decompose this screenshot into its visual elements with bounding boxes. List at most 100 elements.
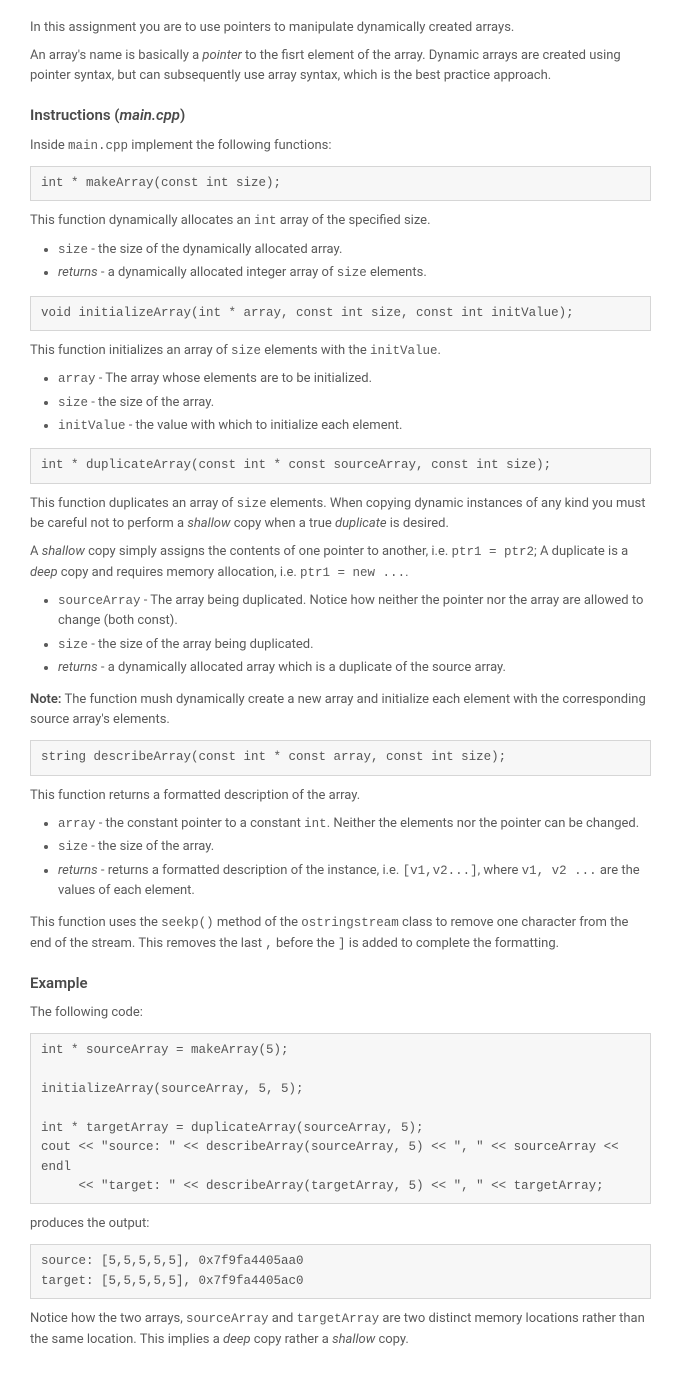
text: This function duplicates an array of	[30, 496, 237, 511]
example-code: int * sourceArray = makeArray(5); initia…	[30, 1033, 651, 1204]
text: shallow	[42, 544, 85, 559]
list-item: array - the constant pointer to a consta…	[58, 814, 651, 834]
fn-describeArray-params: array - the constant pointer to a consta…	[30, 814, 651, 901]
fn-makeArray-params: size - the size of the dynamically alloc…	[30, 240, 651, 284]
code-snippet: ]	[338, 937, 346, 951]
text: )	[180, 106, 185, 124]
param-code: size	[58, 243, 88, 257]
text: array of the specified size.	[277, 213, 431, 228]
fn-makeArray-desc: This function dynamically allocates an i…	[30, 211, 651, 231]
note-label: Note:	[30, 692, 61, 707]
text: elements.	[367, 265, 427, 280]
fn-initializeArray-sig: void initializeArray(int * array, const …	[30, 296, 651, 331]
param-code: size	[231, 344, 261, 358]
param-code: size	[58, 396, 88, 410]
inside-text: Inside main.cpp implement the following …	[30, 136, 651, 156]
example-notice: Notice how the two arrays, sourceArray a…	[30, 1309, 651, 1350]
code-snippet: seekp()	[161, 916, 214, 930]
filename: main.cpp	[120, 106, 180, 124]
fn-duplicateArray-note: Note: The function mush dynamically crea…	[30, 690, 651, 730]
param-code: array	[58, 817, 96, 831]
text: - the size of the array being duplicated…	[88, 637, 314, 652]
filename-code: main.cpp	[68, 139, 128, 153]
text: copy.	[375, 1332, 409, 1347]
text: This function uses the	[30, 915, 161, 930]
text: This function initializes an array of	[30, 343, 231, 358]
text: pointer	[202, 48, 241, 63]
list-item: size - the size of the array being dupli…	[58, 635, 651, 655]
fn-describeArray-desc: This function returns a formatted descri…	[30, 786, 651, 806]
list-item: array - The array whose elements are to …	[58, 369, 651, 389]
list-item: size - the size of the array.	[58, 393, 651, 413]
code-snippet: ostringstream	[301, 916, 399, 930]
text: - the size of the dynamically allocated …	[88, 242, 342, 257]
param-code: initValue	[58, 419, 126, 433]
text: copy when a true	[230, 516, 335, 531]
text: - the value with which to initialize eac…	[126, 418, 403, 433]
returns-label: returns	[58, 265, 98, 280]
var-code: targetArray	[297, 1312, 380, 1326]
instructions-heading: Instructions (main.cpp)	[30, 104, 651, 127]
text: - a dynamically allocated array which is…	[98, 660, 506, 675]
text: shallow	[187, 516, 230, 531]
text: A	[30, 544, 42, 559]
text: - The array being duplicated. Notice how…	[58, 593, 643, 628]
text: - returns a formatted description of the…	[98, 863, 403, 878]
text: Inside	[30, 138, 68, 153]
text: is desired.	[387, 516, 449, 531]
text: deep	[30, 565, 58, 580]
text: copy rather a	[251, 1332, 333, 1347]
example-lead: The following code:	[30, 1003, 651, 1023]
param-code: size	[58, 638, 88, 652]
list-item: returns - a dynamically allocated intege…	[58, 263, 651, 283]
fn-duplicateArray-params: sourceArray - The array being duplicated…	[30, 591, 651, 678]
text: deep	[223, 1332, 251, 1347]
fn-describeArray-sig: string describeArray(const int * const a…	[30, 740, 651, 775]
assignment-document: In this assignment you are to use pointe…	[0, 0, 681, 1378]
param-code: size	[58, 840, 88, 854]
text: .	[437, 343, 440, 358]
code-snippet: ptr1 = ptr2	[451, 545, 534, 559]
text: . Neither the elements nor the pointer c…	[327, 816, 640, 831]
text: - the constant pointer to a constant	[96, 816, 305, 831]
text: duplicate	[335, 516, 387, 531]
param-code: initValue	[370, 344, 438, 358]
param-code: sourceArray	[58, 594, 141, 608]
text: method of the	[214, 915, 302, 930]
text: - the size of the array.	[88, 395, 214, 410]
text: .	[405, 565, 408, 580]
text: An array's name is basically a	[30, 48, 202, 63]
text: The function mush dynamically create a n…	[30, 692, 646, 727]
text: - The array whose elements are to be ini…	[96, 371, 373, 386]
fn-describeArray-uses: This function uses the seekp() method of…	[30, 913, 651, 954]
code-snippet: v1, v2 ...	[522, 864, 597, 878]
text: is added to complete the formatting.	[346, 936, 560, 951]
list-item: initValue - the value with which to init…	[58, 416, 651, 436]
text: This function dynamically allocates an	[30, 213, 254, 228]
code-snippet: ptr1 = new ...	[300, 566, 405, 580]
text: ; A duplicate is a	[534, 544, 628, 559]
text: - the size of the array.	[88, 839, 214, 854]
fn-initializeArray-desc: This function initializes an array of si…	[30, 341, 651, 361]
code-snippet: ,	[265, 937, 273, 951]
param-code: array	[58, 372, 96, 386]
type-code: int	[304, 817, 327, 831]
type-code: int	[254, 214, 277, 228]
var-code: sourceArray	[186, 1312, 269, 1326]
text: before the	[273, 936, 338, 951]
intro-p1: In this assignment you are to use pointe…	[30, 18, 651, 38]
fn-makeArray-sig: int * makeArray(const int size);	[30, 166, 651, 201]
text: Notice how the two arrays,	[30, 1311, 186, 1326]
example-heading: Example	[30, 972, 651, 995]
example-output: source: [5,5,5,5,5], 0x7f9fa4405aa0 targ…	[30, 1244, 651, 1299]
param-code: size	[237, 497, 267, 511]
text: elements with the	[261, 343, 370, 358]
fn-duplicateArray-desc: This function duplicates an array of siz…	[30, 494, 651, 535]
list-item: size - the size of the array.	[58, 837, 651, 857]
text: and	[269, 1311, 297, 1326]
list-item: sourceArray - The array being duplicated…	[58, 591, 651, 632]
code-snippet: [v1,v2...]	[403, 864, 478, 878]
param-code: size	[337, 266, 367, 280]
fn-initializeArray-params: array - The array whose elements are to …	[30, 369, 651, 436]
example-produces: produces the output:	[30, 1214, 651, 1234]
